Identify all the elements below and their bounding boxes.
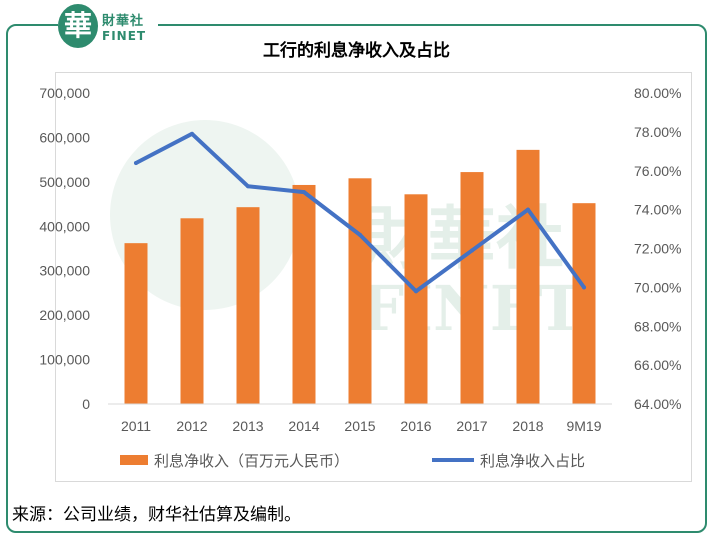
- line-point-2016: [414, 289, 418, 294]
- x-tick-label: 2013: [232, 418, 263, 434]
- line-point-2013: [246, 184, 250, 189]
- y-left-tick-label: 200,000: [39, 307, 90, 323]
- y-left-tick-label: 100,000: [39, 352, 90, 368]
- y-left-tick-label: 500,000: [39, 174, 90, 190]
- legend-swatch-bar: [120, 455, 148, 465]
- y-right-tick-label: 78.00%: [634, 124, 681, 140]
- bar-2012: [180, 218, 204, 404]
- line-point-2018: [526, 207, 530, 212]
- legend-label-bar: 利息净收入（百万元人民币）: [154, 452, 349, 470]
- y-axis-right: 64.00% 66.00% 68.00% 70.00% 72.00% 74.00% 76.0…: [634, 85, 681, 412]
- source-note: 来源：公司业绩，财华社估算及编制。: [12, 505, 301, 525]
- y-left-tick-label: 0: [82, 396, 90, 412]
- line-point-2017: [470, 248, 474, 253]
- y-right-tick-label: 68.00%: [634, 318, 681, 334]
- line-point-9M19: [582, 285, 586, 290]
- bar-9M19: [572, 203, 596, 404]
- y-right-tick-label: 72.00%: [634, 241, 681, 257]
- y-left-tick-label: 400,000: [39, 218, 90, 234]
- y-axis-left: 0 100,000 200,000 300,000 400,000 500,000 600,…: [39, 85, 90, 412]
- logo-chinese-name: 財華社: [102, 14, 145, 29]
- x-tick-label: 2017: [456, 418, 487, 434]
- y-left-tick-label: 700,000: [39, 85, 90, 101]
- bar-2014: [292, 184, 316, 404]
- y-right-tick-label: 66.00%: [634, 357, 681, 373]
- y-right-tick-label: 74.00%: [634, 202, 681, 218]
- x-tick-label: 2012: [176, 418, 207, 434]
- x-tick-label: 2014: [288, 418, 319, 434]
- logo-mark-icon: 華: [58, 4, 98, 48]
- line-point-2014: [302, 190, 306, 195]
- chart-title: 工行的利息净收入及占比: [263, 41, 450, 61]
- bar-2016: [404, 194, 428, 404]
- bar-2011: [124, 243, 148, 404]
- bar-2013: [236, 207, 260, 404]
- bar-2015: [348, 178, 372, 404]
- y-right-tick-label: 70.00%: [634, 279, 681, 295]
- x-tick-label: 2011: [121, 418, 151, 434]
- y-left-tick-label: 600,000: [39, 129, 90, 145]
- x-tick-label: 9M19: [566, 418, 601, 434]
- x-tick-label: 2016: [400, 418, 431, 434]
- line-point-2015: [358, 232, 362, 237]
- legend-label-line: 利息净收入占比: [480, 452, 585, 470]
- finet-logo: 華 財華社 FINET: [58, 4, 158, 50]
- line-series: [134, 131, 586, 294]
- logo-english-name: FINET: [102, 29, 147, 43]
- x-tick-label: 2015: [344, 418, 375, 434]
- x-axis: 2011 2012 2013 2014 2015 2016 2017 2018 9M19: [108, 403, 612, 434]
- y-left-tick-label: 300,000: [39, 263, 90, 279]
- x-tick-label: 2018: [512, 418, 543, 434]
- legend: 利息净收入（百万元人民币） 利息净收入占比: [120, 452, 585, 470]
- bar-2018: [516, 149, 540, 404]
- y-right-tick-label: 80.00%: [634, 85, 681, 101]
- y-right-tick-label: 64.00%: [634, 396, 681, 412]
- legend-item-bar: 利息净收入（百万元人民币）: [120, 452, 349, 470]
- legend-item-line: 利息净收入占比: [432, 452, 585, 470]
- bar-series: [124, 149, 596, 404]
- y-right-tick-label: 76.00%: [634, 163, 681, 179]
- plot-area-border: [55, 72, 692, 482]
- bar-2017: [460, 172, 484, 404]
- line-point-2012: [190, 131, 194, 136]
- line-point-2011: [134, 160, 138, 165]
